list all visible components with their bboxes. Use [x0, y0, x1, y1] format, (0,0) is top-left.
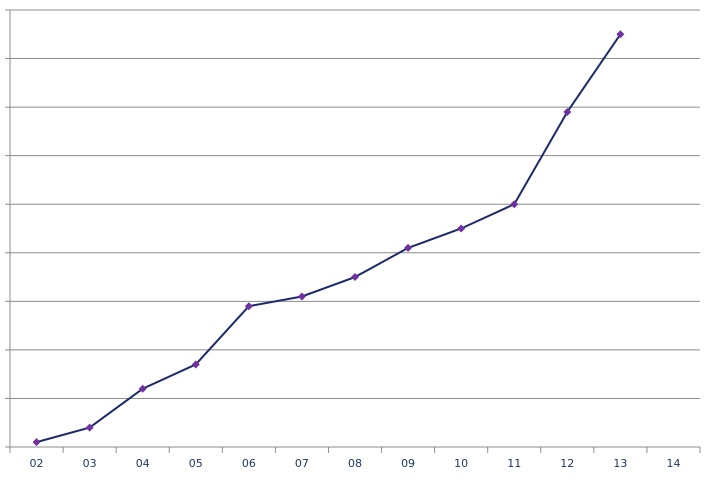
- data-point: [85, 423, 94, 432]
- data-point: [191, 360, 200, 369]
- data-point: [244, 302, 253, 311]
- x-tick-label: 08: [348, 457, 362, 470]
- x-tick-label: 14: [666, 457, 680, 470]
- x-tick-label: 07: [295, 457, 309, 470]
- data-point: [351, 273, 359, 282]
- x-tick-label: 13: [613, 457, 627, 470]
- data-point: [404, 243, 413, 252]
- x-tick-label: 05: [189, 457, 203, 470]
- data-point: [138, 384, 147, 393]
- data-point: [616, 30, 625, 39]
- data-point: [32, 438, 41, 447]
- data-point: [563, 107, 572, 116]
- x-tick-label: 09: [401, 457, 415, 470]
- x-tick-label: 02: [30, 457, 44, 470]
- x-tick-label: 03: [83, 457, 97, 470]
- x-tick-label: 12: [560, 457, 574, 470]
- data-point: [297, 292, 306, 301]
- x-tick-label: 06: [242, 457, 256, 470]
- x-tick-label: 11: [507, 457, 521, 470]
- series-line: [36, 33, 622, 444]
- x-tick-label: 10: [454, 457, 468, 470]
- data-point: [510, 200, 519, 209]
- x-tick-label: 04: [136, 457, 150, 470]
- data-point: [457, 224, 466, 233]
